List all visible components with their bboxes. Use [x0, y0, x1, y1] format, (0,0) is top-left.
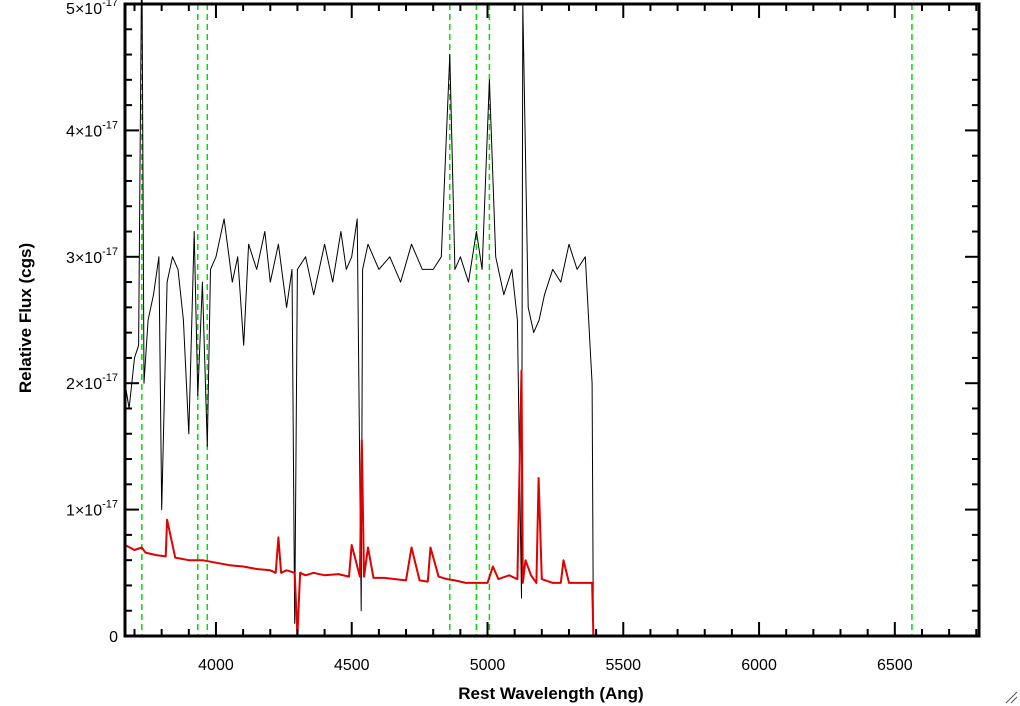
y-tick-label: 5×10-17 [66, 0, 118, 18]
y-tick-label: 2×10-17 [66, 372, 118, 393]
plot-frame [123, 2, 981, 638]
x-tick-label: 5000 [470, 657, 506, 674]
y-tick-label: 0 [109, 629, 118, 646]
x-tick-label: 4000 [198, 657, 234, 674]
series-layer [124, 0, 979, 637]
y-tick-label: 1×10-17 [66, 499, 118, 520]
y-tick-label: 4×10-17 [66, 119, 118, 140]
x-tick-labels: 4000 4500 5000 5500 6000 6500 [198, 657, 913, 674]
y-axis-label: Relative Flux (cgs) [16, 243, 35, 393]
x-tick-label: 5500 [605, 657, 641, 674]
x-axis-label: Rest Wavelength (Ang) [458, 684, 643, 703]
x-tick-label: 4500 [334, 657, 370, 674]
x-tick-label: 6500 [877, 657, 913, 674]
y-tick-labels: 0 1×10-17 2×10-17 3×10-17 4×10-17 5×10-17 [66, 0, 118, 646]
y-tick-label: 3×10-17 [66, 246, 118, 267]
x-tick-label: 6000 [741, 657, 777, 674]
resize-grip-icon[interactable] [1004, 690, 1018, 704]
emission-line-markers [141, 4, 913, 636]
series-error-line [124, 369, 979, 637]
